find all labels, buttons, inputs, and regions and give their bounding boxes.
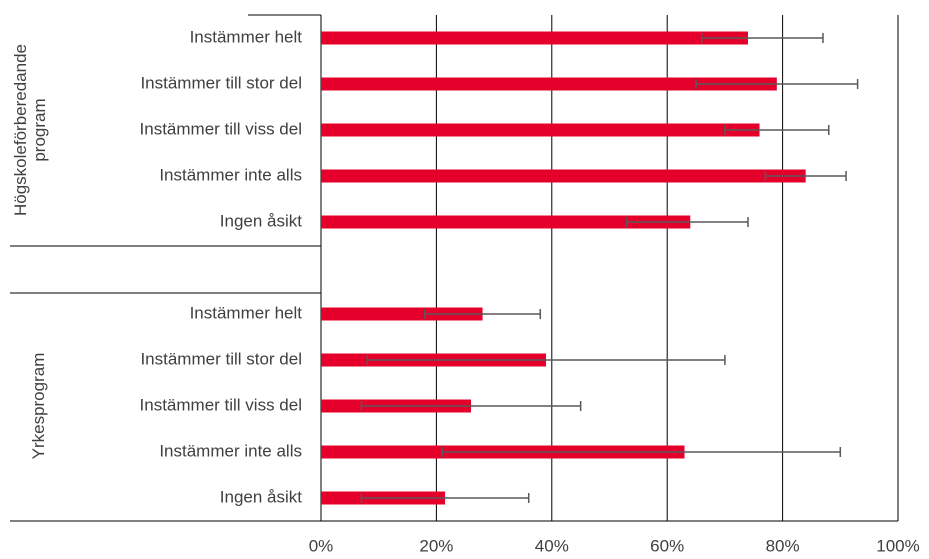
x-tick-label: 20% [419, 536, 453, 555]
error-bar [695, 79, 859, 89]
y-tick-label: Instämmer till stor del [140, 349, 302, 368]
y-tick-label: Instämmer helt [190, 27, 303, 46]
error-bar [360, 401, 582, 411]
y-tick-label: Ingen åsikt [220, 487, 302, 506]
y-tick-label: Instämmer inte alls [159, 165, 302, 184]
error-bar [764, 171, 847, 181]
x-tick-label: 100% [876, 536, 919, 555]
x-tick-label: 0% [309, 536, 334, 555]
error-bar [626, 217, 749, 227]
error-bar [360, 493, 530, 503]
x-tick-label: 40% [535, 536, 569, 555]
y-tick-label: Instämmer till viss del [140, 119, 302, 138]
group-label-box: Yrkesprogram [28, 352, 48, 460]
group-label-box: Högskoleförberedande program [11, 44, 49, 217]
error-bar [701, 33, 824, 43]
y-tick-label: Instämmer inte alls [159, 441, 302, 460]
bar [321, 31, 748, 45]
error-bar [441, 447, 842, 457]
bar [321, 307, 483, 321]
y-tick-label: Instämmer helt [190, 303, 303, 322]
bar [321, 215, 691, 229]
group-label: Högskoleförberedande program [11, 44, 49, 217]
x-tick-label: 60% [650, 536, 684, 555]
group-label: Yrkesprogram [28, 352, 48, 460]
error-bar [366, 355, 726, 365]
y-tick-label: Instämmer till stor del [140, 73, 302, 92]
y-tick-label: Ingen åsikt [220, 211, 302, 230]
bar [321, 77, 777, 91]
error-bar [724, 125, 830, 135]
x-tick-label: 80% [766, 536, 800, 555]
y-tick-label: Instämmer till viss del [140, 395, 302, 414]
bar [321, 123, 760, 137]
bar [321, 169, 806, 183]
error-bar [424, 309, 542, 319]
